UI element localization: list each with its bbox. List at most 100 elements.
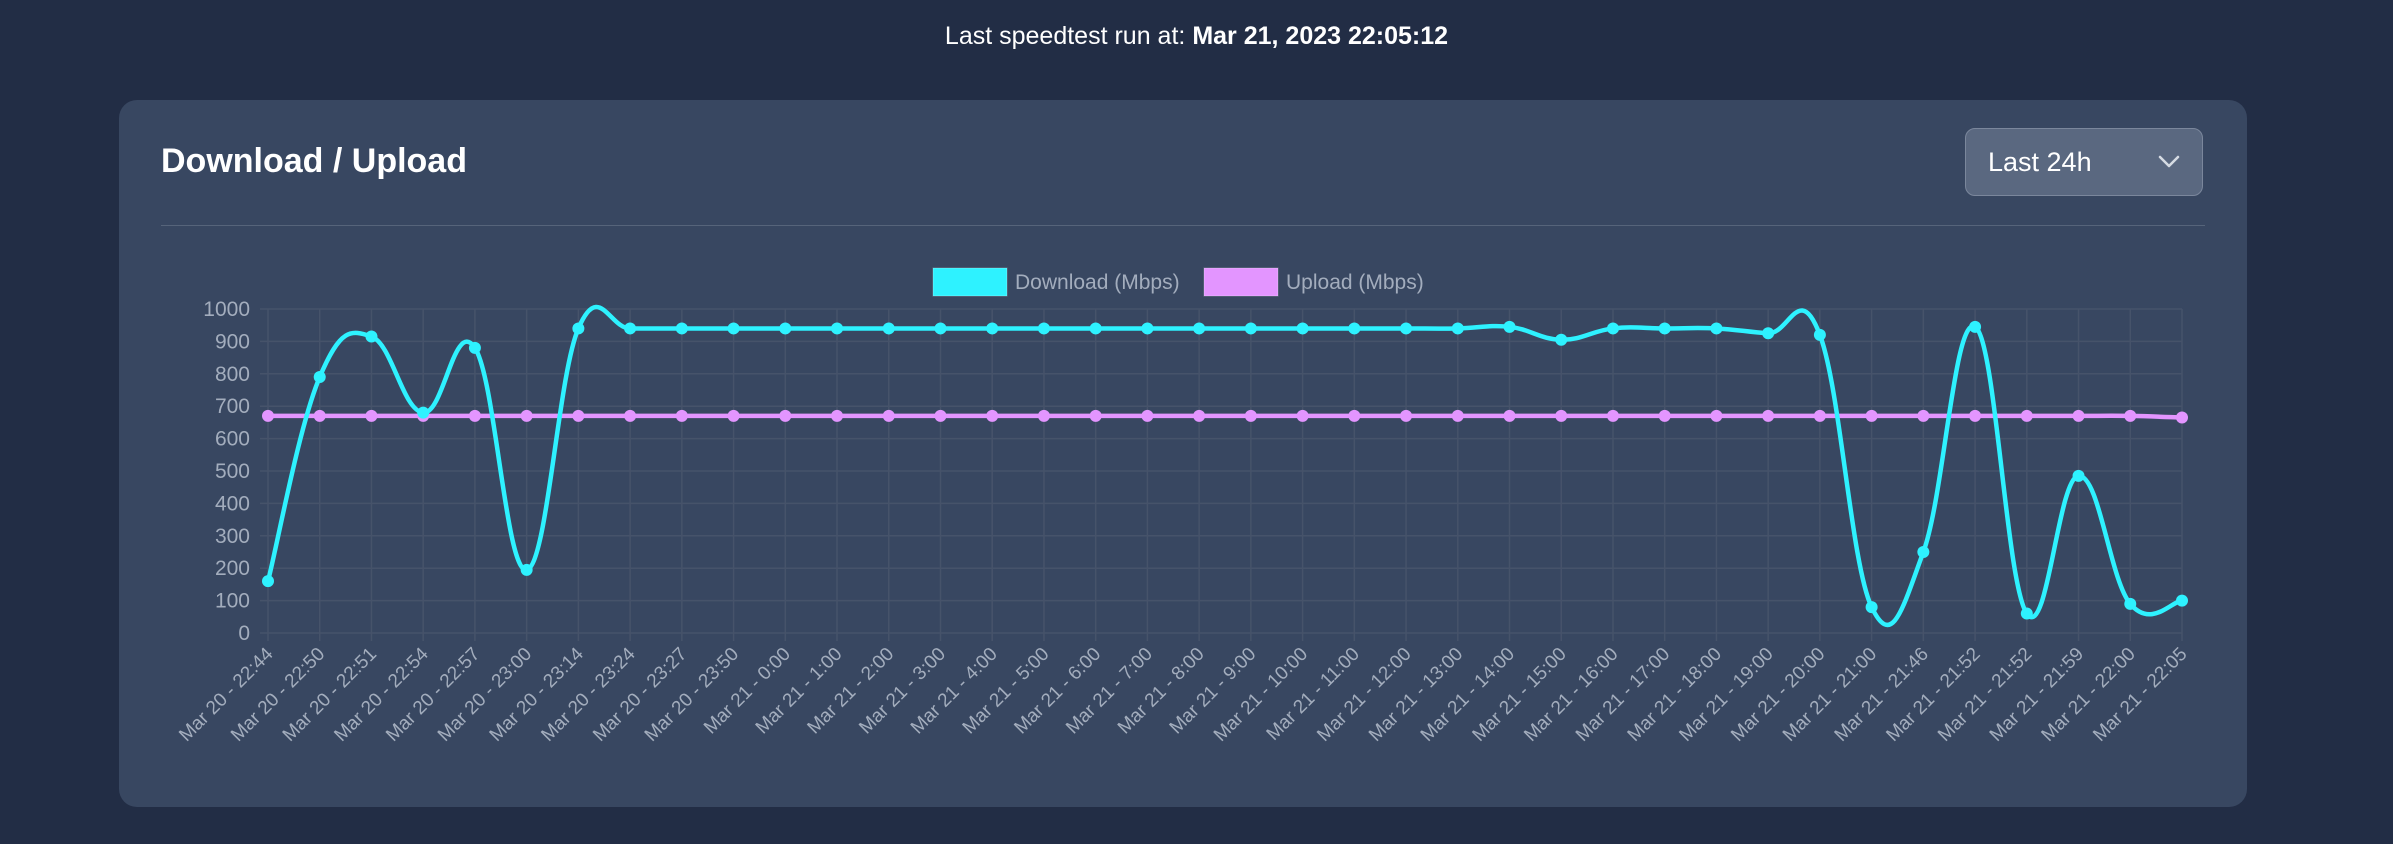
download-point[interactable] bbox=[1503, 320, 1516, 333]
download-point[interactable] bbox=[572, 322, 585, 335]
upload-point[interactable] bbox=[1141, 409, 1154, 422]
download-point[interactable] bbox=[882, 322, 895, 335]
download-legend-label[interactable]: Download (Mbps) bbox=[1015, 271, 1180, 294]
y-tick-label: 300 bbox=[215, 525, 250, 548]
upload-point[interactable] bbox=[1089, 409, 1102, 422]
upload-point[interactable] bbox=[1555, 409, 1568, 422]
grid bbox=[260, 308, 2183, 641]
upload-point[interactable] bbox=[1244, 409, 1257, 422]
upload-point[interactable] bbox=[1762, 409, 1775, 422]
upload-point[interactable] bbox=[831, 409, 844, 422]
download-point[interactable] bbox=[1658, 322, 1671, 335]
download-legend-swatch[interactable] bbox=[932, 267, 1008, 297]
y-tick-label: 600 bbox=[215, 428, 250, 451]
download-point[interactable] bbox=[1917, 546, 1930, 558]
upload-point[interactable] bbox=[1658, 409, 1671, 422]
upload-point[interactable] bbox=[1503, 409, 1516, 422]
x-tick-label: Mar 21 - 22:05 bbox=[2089, 644, 2191, 746]
download-point[interactable] bbox=[1555, 333, 1568, 346]
y-tick-label: 900 bbox=[215, 330, 250, 353]
upload-point[interactable] bbox=[1969, 409, 1982, 422]
download-point[interactable] bbox=[1606, 322, 1619, 335]
download-point[interactable] bbox=[831, 322, 844, 335]
upload-legend-swatch[interactable] bbox=[1203, 267, 1279, 297]
download-point[interactable] bbox=[986, 322, 999, 335]
download-point[interactable] bbox=[1244, 322, 1257, 335]
download-point[interactable] bbox=[1762, 327, 1775, 340]
download-point[interactable] bbox=[1089, 322, 1102, 335]
legend: Download (Mbps) Upload (Mbps) bbox=[932, 267, 1424, 297]
download-point[interactable] bbox=[727, 322, 740, 335]
upload-series bbox=[262, 409, 2188, 424]
upload-point[interactable] bbox=[1865, 409, 1878, 422]
download-series bbox=[262, 304, 2188, 628]
y-tick-label: 400 bbox=[215, 492, 250, 515]
download-point[interactable] bbox=[2176, 594, 2188, 607]
upload-point[interactable] bbox=[727, 409, 740, 422]
download-point[interactable] bbox=[262, 575, 274, 588]
upload-point[interactable] bbox=[365, 409, 378, 422]
upload-point[interactable] bbox=[882, 409, 895, 422]
download-point[interactable] bbox=[1141, 322, 1154, 335]
upload-point[interactable] bbox=[1606, 409, 1619, 422]
download-point[interactable] bbox=[675, 322, 688, 335]
upload-point[interactable] bbox=[1193, 409, 1206, 422]
download-point[interactable] bbox=[2020, 607, 2033, 620]
download-point[interactable] bbox=[1813, 328, 1826, 341]
download-point[interactable] bbox=[2124, 597, 2137, 610]
download-point[interactable] bbox=[1348, 322, 1361, 335]
upload-point[interactable] bbox=[934, 409, 947, 422]
y-tick-label: 200 bbox=[215, 557, 250, 580]
last-run-text: Last speedtest run at: Mar 21, 2023 22:0… bbox=[0, 22, 2393, 51]
download-point[interactable] bbox=[1296, 322, 1309, 335]
upload-point[interactable] bbox=[1037, 409, 1050, 422]
last-run-prefix: Last speedtest run at: bbox=[944, 22, 1193, 50]
download-point[interactable] bbox=[365, 330, 378, 343]
download-point[interactable] bbox=[417, 406, 430, 419]
download-point[interactable] bbox=[1865, 601, 1878, 614]
download-point[interactable] bbox=[313, 371, 326, 384]
upload-point[interactable] bbox=[986, 409, 999, 422]
upload-point[interactable] bbox=[2072, 409, 2085, 422]
download-upload-card: Download / Upload Last 24h bbox=[119, 100, 2247, 807]
upload-point[interactable] bbox=[1348, 409, 1361, 422]
upload-point[interactable] bbox=[572, 409, 585, 422]
download-point[interactable] bbox=[1710, 322, 1723, 335]
upload-point[interactable] bbox=[1296, 409, 1309, 422]
upload-point[interactable] bbox=[1451, 409, 1464, 422]
download-point[interactable] bbox=[468, 341, 481, 354]
upload-point[interactable] bbox=[2176, 411, 2188, 424]
download-point[interactable] bbox=[2072, 469, 2085, 482]
download-point[interactable] bbox=[520, 563, 533, 576]
card-title: Download / Upload bbox=[161, 142, 467, 180]
upload-point[interactable] bbox=[624, 409, 637, 422]
upload-point[interactable] bbox=[2020, 409, 2033, 422]
download-point[interactable] bbox=[1400, 322, 1413, 335]
download-point[interactable] bbox=[779, 322, 792, 335]
download-point[interactable] bbox=[1451, 322, 1464, 335]
upload-point[interactable] bbox=[468, 409, 481, 422]
download-point[interactable] bbox=[624, 322, 637, 335]
upload-point[interactable] bbox=[262, 409, 274, 422]
x-tick-label: Mar 21 - 11:00 bbox=[1263, 644, 1364, 745]
download-point[interactable] bbox=[1969, 320, 1982, 333]
time-range-selected: Last 24h bbox=[1988, 146, 2092, 177]
upload-point[interactable] bbox=[2124, 409, 2137, 422]
upload-line bbox=[268, 413, 2183, 420]
upload-legend-label[interactable]: Upload (Mbps) bbox=[1286, 271, 1424, 294]
download-point[interactable] bbox=[1193, 322, 1206, 335]
download-point[interactable] bbox=[1037, 322, 1050, 335]
upload-point[interactable] bbox=[1917, 409, 1930, 422]
upload-point[interactable] bbox=[313, 409, 326, 422]
y-tick-label: 100 bbox=[215, 590, 250, 613]
upload-point[interactable] bbox=[1400, 409, 1413, 422]
upload-point[interactable] bbox=[1710, 409, 1723, 422]
download-point[interactable] bbox=[934, 322, 947, 335]
last-run-timestamp: Mar 21, 2023 22:05:12 bbox=[1192, 22, 1449, 50]
time-range-select[interactable]: Last 24h bbox=[1965, 128, 2203, 196]
upload-point[interactable] bbox=[520, 409, 533, 422]
upload-point[interactable] bbox=[779, 409, 792, 422]
upload-point[interactable] bbox=[1813, 409, 1826, 422]
upload-point[interactable] bbox=[675, 409, 688, 422]
